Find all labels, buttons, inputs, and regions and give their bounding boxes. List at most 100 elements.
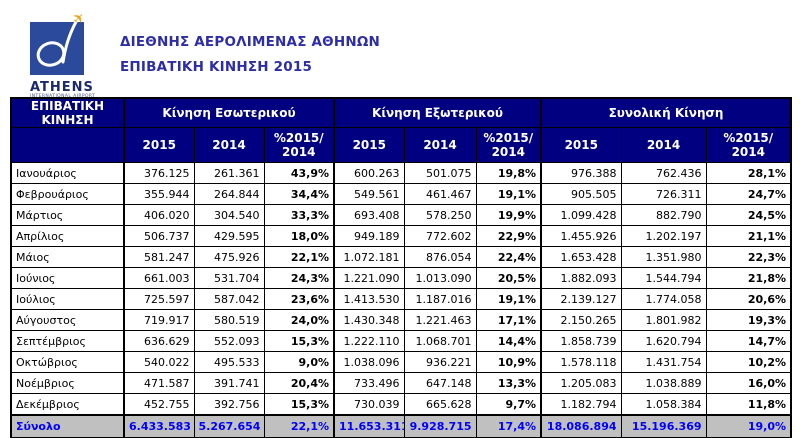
value-cell: 24,5% [705,204,792,226]
value-cell: 636.629 [123,330,195,352]
value-cell: 406.020 [123,204,195,226]
month-label: Ιανουάριος [10,162,125,184]
value-cell: 661.003 [123,267,195,289]
value-cell: 22,4% [475,246,542,268]
value-cell: 1.801.982 [620,309,707,331]
total-value-cell: 5.267.654 [193,414,265,438]
airport-logo: ✈ ATHENS INTERNATIONAL AIRPORT ELEFTHERI… [30,9,114,104]
value-cell: 578.250 [403,204,477,226]
value-cell: 1.099.428 [540,204,622,226]
total-value-cell: 17,4% [475,414,542,438]
logo-subtitle-1: INTERNATIONAL AIRPORT [30,94,96,99]
page-subtitle: ΕΠΙΒΑΤΙΚΗ ΚΙΝΗΣΗ 2015 [120,59,313,75]
value-cell: 1.205.083 [540,372,622,394]
month-label: Οκτώβριος [10,351,125,373]
month-label: Δεκέμβριος [10,393,125,416]
value-cell: 20,6% [705,288,792,310]
total-value-cell: 11.653.311 [333,414,405,438]
value-cell: 471.587 [123,372,195,394]
value-cell: 1.882.093 [540,267,622,289]
value-cell: 24,7% [705,183,792,205]
value-cell: 475.926 [193,246,265,268]
value-cell: 21,8% [705,267,792,289]
pct-subheader: %2015/ 2014 [263,127,335,163]
table-row: Αύγουστος 719.917 580.519 24,0% 1.430.34… [10,309,792,331]
value-cell: 28,1% [705,162,792,184]
table-row: Σεπτέμβριος 636.629 552.093 15,3% 1.222.… [10,330,792,352]
total-value-cell: 6.433.583 [123,414,195,438]
value-cell: 261.361 [193,162,265,184]
logo-brand-text: ATHENS [30,80,94,95]
sub-header-row: 2015 2014 %2015/ 2014 2015 2014 %2015/ 2… [10,127,792,163]
value-cell: 391.741 [193,372,265,394]
value-cell: 1.455.926 [540,225,622,247]
value-cell: 19,1% [475,288,542,310]
value-cell: 665.628 [403,393,477,416]
table-row: Ιανουάριος 376.125 261.361 43,9% 600.263… [10,162,792,184]
total-value-cell: 22,1% [263,414,335,438]
page-title: ΔΙΕΘΝΗΣ ΑΕΡΟΛΙΜΕΝΑΣ ΑΘΗΝΩΝ [120,34,381,50]
value-cell: 949.189 [333,225,405,247]
value-cell: 1.431.754 [620,351,707,373]
value-cell: 16,0% [705,372,792,394]
value-cell: 876.054 [403,246,477,268]
value-cell: 355.944 [123,183,195,205]
month-label: Ιούνιος [10,267,125,289]
value-cell: 19,9% [475,204,542,226]
value-cell: 22,3% [705,246,792,268]
value-cell: 1.058.384 [620,393,707,416]
year-subheader: 2015 [123,127,195,163]
value-cell: 501.075 [403,162,477,184]
value-cell: 580.519 [193,309,265,331]
table-row: Απρίλιος 506.737 429.595 18,0% 949.189 7… [10,225,792,247]
alpha-curve [36,41,66,67]
value-cell: 11,8% [705,393,792,416]
value-cell: 19,3% [705,309,792,331]
total-value-cell: 15.196.369 [620,414,707,438]
value-cell: 772.602 [403,225,477,247]
value-cell: 1.653.428 [540,246,622,268]
value-cell: 20,4% [263,372,335,394]
value-cell: 1.068.701 [403,330,477,352]
table-row: Δεκέμβριος 452.755 392.756 15,3% 730.039… [10,393,792,416]
value-cell: 17,1% [475,309,542,331]
value-cell: 15,3% [263,393,335,416]
group-header-row: ΕΠΙΒΑΤΙΚΗ ΚΙΝΗΣΗ Κίνηση Εσωτερικού Κίνησ… [10,97,792,128]
group-header-domestic: Κίνηση Εσωτερικού [122,97,335,128]
value-cell: 1.187.016 [403,288,477,310]
value-cell: 936.221 [403,351,477,373]
table-row: Μάρτιος 406.020 304.540 33,3% 693.408 57… [10,204,792,226]
value-cell: 495.533 [193,351,265,373]
total-value-cell: 9.928.715 [403,414,477,438]
value-cell: 9,7% [475,393,542,416]
value-cell: 304.540 [193,204,265,226]
table-row: Ιούνιος 661.003 531.704 24,3% 1.221.090 … [10,267,792,289]
total-row: Σύνολο 6.433.583 5.267.654 22,1% 11.653.… [10,414,792,438]
table-row: Φεβρουάριος 355.944 264.844 34,4% 549.56… [10,183,792,205]
value-cell: 24,0% [263,309,335,331]
value-cell: 429.595 [193,225,265,247]
value-cell: 1.038.889 [620,372,707,394]
value-cell: 1.221.090 [333,267,405,289]
value-cell: 733.496 [333,372,405,394]
month-label: Φεβρουάριος [10,183,125,205]
pct-subheader: %2015/ 2014 [705,127,792,163]
value-cell: 506.737 [123,225,195,247]
value-cell: 1.858.739 [540,330,622,352]
month-label: Ιούλιος [10,288,125,310]
year-subheader: 2015 [540,127,622,163]
month-label: Απρίλιος [10,225,125,247]
value-cell: 376.125 [123,162,195,184]
value-cell: 1.222.110 [333,330,405,352]
value-cell: 33,3% [263,204,335,226]
value-cell: 1.544.794 [620,267,707,289]
table-row: Νοέμβριος 471.587 391.741 20,4% 733.496 … [10,372,792,394]
value-cell: 1.072.181 [333,246,405,268]
value-cell: 10,2% [705,351,792,373]
value-cell: 10,9% [475,351,542,373]
value-cell: 9,0% [263,351,335,373]
value-cell: 976.388 [540,162,622,184]
alpha-tail [61,18,79,64]
month-label: Αύγουστος [10,309,125,331]
value-cell: 719.917 [123,309,195,331]
